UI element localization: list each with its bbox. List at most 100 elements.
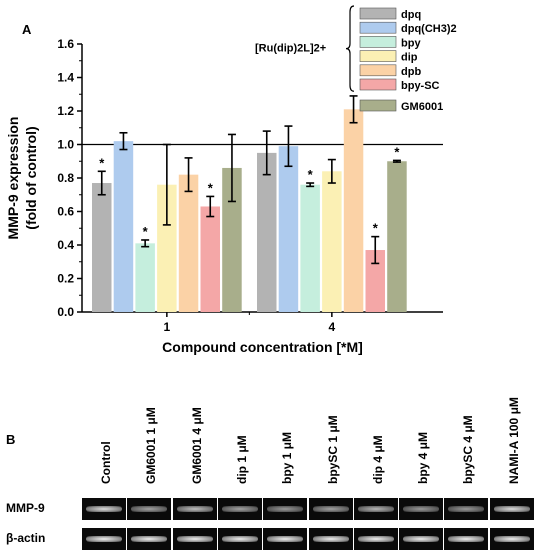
legend-label: bpy-SC xyxy=(401,80,440,92)
legend-swatch xyxy=(359,21,397,34)
blot-row-label: β-actin xyxy=(6,531,46,545)
legend-label: GM6001 xyxy=(401,101,443,113)
blot-lane xyxy=(308,528,353,550)
blot-lane-label: GM6001 1 μM xyxy=(144,407,159,484)
blot-lane xyxy=(217,528,262,550)
blot-row-label: MMP-9 xyxy=(6,501,45,515)
mmp9-bar-chart: A 0.0 0.2 0.4 0.6 0.8 1.0 1.2 1.4 1.6 MMP-9 expre… xyxy=(5,5,457,355)
blot-band xyxy=(176,506,213,512)
bar-dip xyxy=(322,171,342,312)
legend-swatch xyxy=(359,99,397,112)
legend-group-label: [Ru(dip)2L]2+ xyxy=(255,43,326,55)
bar-dip xyxy=(157,184,177,312)
blot-lane-label: bpySC 1 μM xyxy=(325,415,340,484)
blot-band xyxy=(448,536,485,542)
blot-lane xyxy=(489,498,534,520)
bar-dpq xyxy=(92,183,112,312)
plot-area: 0.0 0.2 0.4 0.6 0.8 1.0 1.2 1.4 1.6 MMP-9 express… xyxy=(5,5,457,355)
blot-band xyxy=(131,536,168,542)
significance-star: * xyxy=(99,155,105,170)
blot-lane-label: Control xyxy=(99,441,113,484)
blot-lane xyxy=(444,528,489,550)
blot-strip xyxy=(82,528,534,550)
y-tick-label: 0.4 xyxy=(57,238,74,252)
bar-bpy-sc xyxy=(365,250,385,312)
bar-dpb xyxy=(178,174,199,312)
blot-band xyxy=(221,536,258,542)
y-tick-label: 1.6 xyxy=(57,37,74,51)
blot-lane xyxy=(263,528,308,550)
blot-lane xyxy=(399,498,444,520)
blot-lane xyxy=(172,498,217,520)
blot-band xyxy=(357,506,394,512)
blot-lane xyxy=(308,498,353,520)
bar-gm6001 xyxy=(222,167,242,312)
y-tick-label: 0.0 xyxy=(57,305,74,319)
blot-lane xyxy=(353,498,398,520)
blot-band xyxy=(176,536,213,542)
blot-lane-label: bpy 4 μM xyxy=(416,431,431,484)
y-axis-label: MMP-9 expression (fold of control) xyxy=(5,117,39,240)
blot-lane-label: GM6001 4 μM xyxy=(189,407,204,484)
y-tick-label: 0.8 xyxy=(57,171,74,185)
blot-lane xyxy=(82,498,126,520)
significance-star: * xyxy=(394,144,400,159)
significance-star: * xyxy=(308,167,314,182)
legend-swatch xyxy=(359,64,397,77)
blot-band xyxy=(131,506,168,512)
bar-dpq-ch3-2 xyxy=(278,146,299,312)
blot-lane xyxy=(172,528,217,550)
blot-band xyxy=(221,506,258,512)
bar-bpy xyxy=(135,243,155,312)
panel-b-label: B xyxy=(6,432,16,447)
x-axis-label: Compound concentration [*M] xyxy=(162,339,363,355)
x-tick-label: 4 xyxy=(329,320,336,334)
blot-lane xyxy=(489,528,534,550)
blot-band xyxy=(357,536,394,542)
bar-gm6001 xyxy=(387,161,407,312)
bar-dpb xyxy=(343,109,364,312)
blot-lane xyxy=(263,498,308,520)
blot-lane xyxy=(399,528,444,550)
blot-band xyxy=(403,506,440,512)
blot-lane xyxy=(82,528,126,550)
blot-band xyxy=(312,536,349,542)
blot-band xyxy=(312,506,349,512)
legend-swatch xyxy=(359,78,397,91)
y-tick-label: 1.4 xyxy=(57,71,74,85)
y-tick-label: 0.2 xyxy=(57,272,74,286)
bar-dpq-ch3-2 xyxy=(113,141,134,312)
panel-a-label: A xyxy=(22,22,32,37)
legend-label: dpq xyxy=(401,9,421,21)
blot-band xyxy=(86,506,122,512)
blot-strip xyxy=(82,498,534,520)
significance-star: * xyxy=(208,180,214,195)
blot-band xyxy=(267,536,304,542)
blot-lane xyxy=(127,498,172,520)
blot-lane xyxy=(217,498,262,520)
x-tick-label: 1 xyxy=(164,320,171,334)
blot-lane-label: dip 1 μM xyxy=(234,435,249,484)
bar-bpy xyxy=(300,184,320,312)
legend-swatch xyxy=(359,36,397,48)
y-tick-label: 1.0 xyxy=(57,138,74,152)
significance-star: * xyxy=(143,224,149,239)
blot-lane-label: dip 4 μM xyxy=(370,435,385,484)
legend-swatch xyxy=(359,50,397,62)
bar-bpy-sc xyxy=(200,206,220,312)
blot-lane xyxy=(353,528,398,550)
significance-star: * xyxy=(373,221,379,236)
legend-swatch xyxy=(359,7,397,20)
blot-lane xyxy=(127,528,172,550)
blot-lane-label: bpySC 4 μM xyxy=(461,415,476,484)
blot-band xyxy=(493,506,530,512)
blot-lane-label: NAMI-A 100 μM xyxy=(506,397,521,484)
blot-lane-label: bpy 1 μM xyxy=(280,431,295,484)
blot-band xyxy=(403,536,440,542)
blot-band xyxy=(267,506,304,512)
legend-label: bpy xyxy=(401,37,421,49)
blot-band xyxy=(448,506,485,512)
legend-label: dpq(CH3)2 xyxy=(401,23,457,35)
bar-dpq xyxy=(257,152,277,312)
legend-label: dip xyxy=(401,52,418,64)
